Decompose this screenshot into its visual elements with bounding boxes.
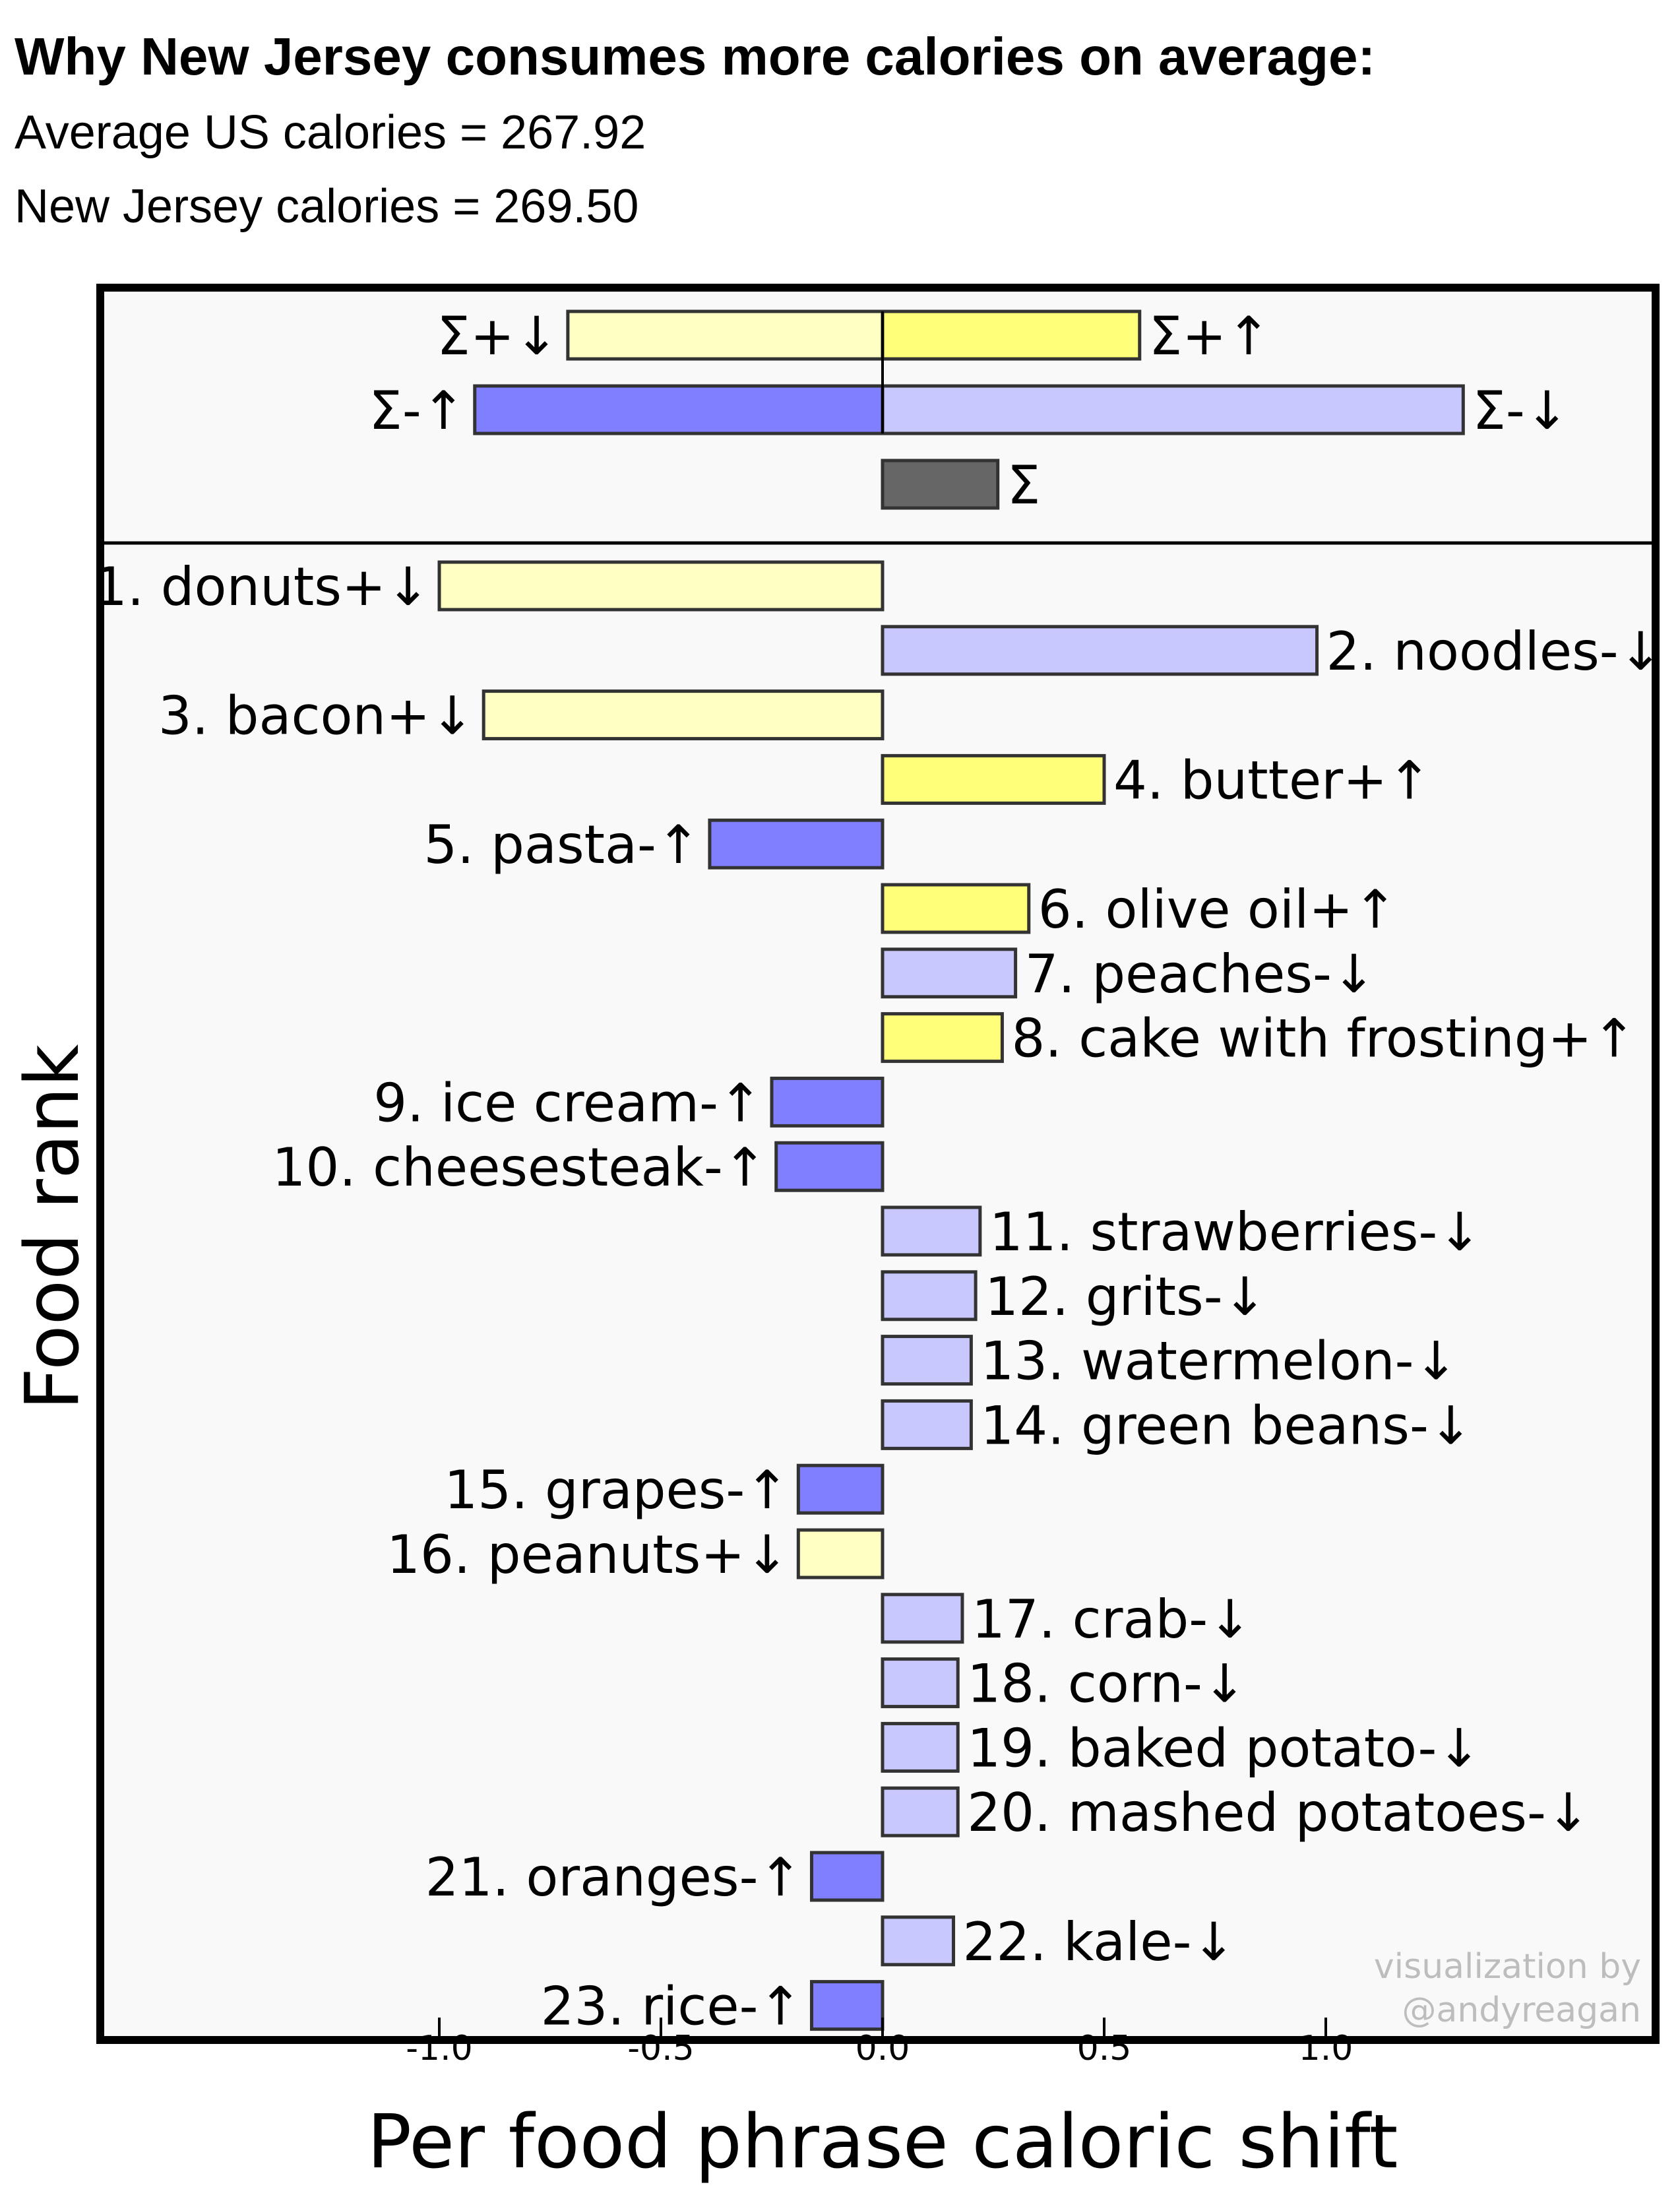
summary-label-sum-minus-up: Σ-↑: [369, 380, 465, 441]
bar-item-22: [881, 1915, 956, 1967]
label-item-11: 11. strawberries-↓: [989, 1201, 1481, 1263]
bar-item-18: [881, 1657, 960, 1709]
bar-item-14: [881, 1399, 973, 1450]
bar-item-12: [881, 1270, 978, 1322]
bar-item-15: [796, 1463, 885, 1515]
label-item-16: 16. peanuts+↓: [387, 1524, 789, 1585]
x-tick-label: 0.5: [1077, 2029, 1132, 2068]
label-item-19: 19. baked potato-↓: [967, 1717, 1481, 1779]
summary-label-sum-total: Σ: [1007, 455, 1041, 516]
bar-item-7: [881, 947, 1018, 999]
label-item-13: 13. watermelon-↓: [980, 1331, 1458, 1392]
bar-item-10: [774, 1141, 885, 1192]
label-item-23: 23. rice-↑: [541, 1976, 803, 2037]
summary-bar-sum-plus-down: [566, 309, 885, 361]
label-item-15: 15. grapes-↑: [444, 1459, 789, 1521]
label-item-6: 6. olive oil+↑: [1038, 879, 1398, 940]
chart-title: Why New Jersey consumes more calories on…: [15, 27, 1376, 86]
x-tick-label: 0.0: [856, 2029, 910, 2068]
credit-line-2: @andyreagan: [1402, 1991, 1641, 2030]
label-item-7: 7. peaches-↓: [1025, 943, 1376, 1005]
label-item-21: 21. oranges-↑: [425, 1847, 803, 1908]
label-item-18: 18. corn-↓: [967, 1653, 1247, 1715]
label-item-3: 3. bacon+↓: [158, 685, 474, 747]
bar-item-13: [881, 1335, 973, 1386]
summary-label-sum-plus-up: Σ+↑: [1149, 305, 1271, 367]
y-axis-label: Food rank: [10, 1044, 96, 1411]
bar-item-2: [881, 625, 1319, 676]
new-jersey-calories: New Jersey calories = 269.50: [15, 180, 639, 233]
summary-bar-sum-plus-up: [881, 309, 1142, 361]
credit-line-1: visualization by: [1374, 1947, 1641, 1987]
summary-bar-sum-minus-up: [473, 384, 885, 435]
bar-item-1: [437, 560, 885, 612]
label-item-8: 8. cake with frosting+↑: [1011, 1008, 1636, 1069]
label-item-1: 1. donuts+↓: [94, 556, 430, 618]
label-item-4: 4. butter+↑: [1113, 749, 1431, 811]
label-item-12: 12. grits-↓: [985, 1266, 1267, 1327]
label-item-5: 5. pasta-↑: [423, 814, 700, 876]
label-item-10: 10. cheesesteak-↑: [272, 1137, 767, 1198]
bar-item-11: [881, 1205, 982, 1257]
bar-item-23: [809, 1980, 885, 2031]
x-axis-label: Per food phrase caloric shift: [367, 2099, 1398, 2185]
bar-item-16: [796, 1528, 885, 1579]
x-axis-ticks: -1.0 -0.5 0.0 0.5 1.0: [406, 2018, 1353, 2068]
bar-item-8: [881, 1012, 1004, 1064]
bar-item-9: [770, 1076, 885, 1128]
plot-frame: [96, 284, 1660, 2044]
bar-item-4: [881, 753, 1106, 805]
label-layer: Σ+↓ Σ+↑ Σ-↑ Σ-↓ Σ 1. donuts+↓ 2. noodles-↓ 3. b…: [94, 305, 1663, 2037]
bar-item-6: [881, 883, 1031, 934]
x-tick-label: -0.5: [627, 2029, 694, 2068]
label-item-2: 2. noodles-↓: [1326, 621, 1663, 682]
average-us-calories: Average US calories = 267.92: [15, 106, 646, 159]
label-item-14: 14. green beans-↓: [980, 1395, 1472, 1456]
bar-item-3: [482, 689, 885, 741]
bar-item-5: [708, 818, 885, 870]
summary-label-sum-minus-down: Σ-↓: [1472, 380, 1569, 441]
bar-item-17: [881, 1593, 964, 1644]
summary-bar-sum-total: [881, 459, 1000, 510]
label-item-20: 20. mashed potatoes-↓: [967, 1782, 1590, 1843]
bar-layer: [437, 309, 1465, 2031]
bar-item-21: [809, 1851, 885, 1902]
summary-bar-sum-minus-down: [881, 384, 1465, 435]
x-tick-label: 1.0: [1299, 2029, 1353, 2068]
label-item-9: 9. ice cream-↑: [373, 1072, 762, 1133]
summary-label-sum-plus-down: Σ+↓: [437, 305, 559, 367]
bar-item-20: [881, 1786, 960, 1837]
label-item-22: 22. kale-↓: [963, 1911, 1236, 1973]
x-tick-label: -1.0: [406, 2029, 472, 2068]
bar-item-19: [881, 1721, 960, 1773]
label-item-17: 17. crab-↓: [972, 1589, 1252, 1650]
